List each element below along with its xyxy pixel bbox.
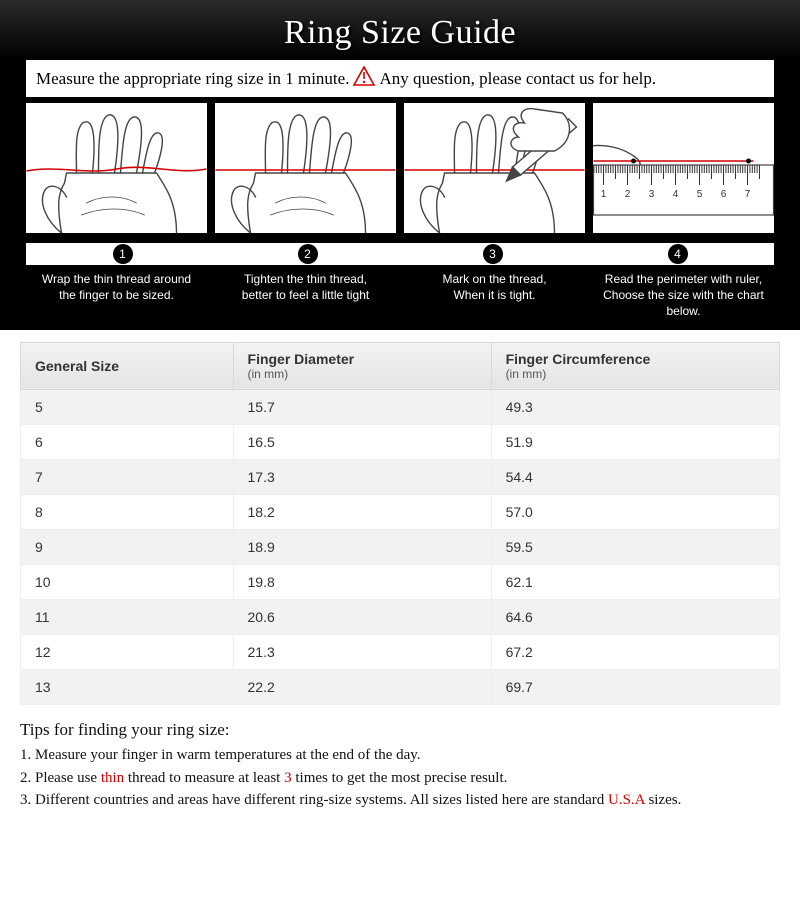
step-panel-3 [404, 103, 585, 233]
step-captions: Wrap the thin thread aroundthe finger to… [26, 271, 774, 320]
instruction-after: Any question, please contact us for help… [379, 69, 656, 89]
svg-text:6: 6 [721, 189, 727, 200]
table-cell: 11 [21, 599, 234, 634]
table-cell: 18.2 [233, 494, 491, 529]
step-number-4: 4 [668, 244, 688, 264]
table-cell: 57.0 [491, 494, 779, 529]
table-row: 1221.367.2 [21, 634, 780, 669]
step-panel-1 [26, 103, 207, 233]
table-row: 515.749.3 [21, 389, 780, 424]
step-panels: 1 2 3 4 5 6 7 [26, 103, 774, 233]
step-panel-4: 1 2 3 4 5 6 7 [593, 103, 774, 233]
table-cell: 5 [21, 389, 234, 424]
table-cell: 16.5 [233, 424, 491, 459]
table-cell: 19.8 [233, 564, 491, 599]
table-cell: 21.3 [233, 634, 491, 669]
table-cell: 8 [21, 494, 234, 529]
table-cell: 67.2 [491, 634, 779, 669]
svg-text:7: 7 [745, 189, 751, 200]
step-number-1: 1 [113, 244, 133, 264]
svg-text:3: 3 [649, 189, 655, 200]
table-cell: 6 [21, 424, 234, 459]
table-cell: 62.1 [491, 564, 779, 599]
alert-icon [353, 66, 375, 91]
table-cell: 10 [21, 564, 234, 599]
svg-text:5: 5 [697, 189, 703, 200]
table-row: 616.551.9 [21, 424, 780, 459]
svg-text:1: 1 [601, 189, 607, 200]
tips-heading: Tips for finding your ring size: [20, 717, 780, 743]
table-cell: 17.3 [233, 459, 491, 494]
svg-text:4: 4 [673, 189, 679, 200]
steps-section: Measure the appropriate ring size in 1 m… [0, 60, 800, 330]
tips-section: Tips for finding your ring size: 1. Meas… [0, 713, 800, 830]
table-cell: 64.6 [491, 599, 779, 634]
table-cell: 20.6 [233, 599, 491, 634]
table-cell: 12 [21, 634, 234, 669]
table-column-header: General Size [21, 342, 234, 389]
instruction-bar: Measure the appropriate ring size in 1 m… [26, 60, 774, 97]
step-caption-2: Tighten the thin thread,better to feel a… [215, 271, 396, 320]
page-title: Ring Size Guide [0, 14, 800, 52]
table-row: 1019.862.1 [21, 564, 780, 599]
table-cell: 69.7 [491, 669, 779, 704]
table-header-row: General SizeFinger Diameter(in mm)Finger… [21, 342, 780, 389]
table-cell: 13 [21, 669, 234, 704]
step-caption-3: Mark on the thread,When it is tight. [404, 271, 585, 320]
table-row: 717.354.4 [21, 459, 780, 494]
table-column-header: Finger Circumference(in mm) [491, 342, 779, 389]
table-cell: 54.4 [491, 459, 779, 494]
size-table: General SizeFinger Diameter(in mm)Finger… [20, 342, 780, 705]
step-number-2: 2 [298, 244, 318, 264]
table-row: 818.257.0 [21, 494, 780, 529]
step-panel-2 [215, 103, 396, 233]
tip-item: 1. Measure your finger in warm temperatu… [20, 744, 780, 767]
table-cell: 7 [21, 459, 234, 494]
tip-item: 2. Please use thin thread to measure at … [20, 767, 780, 790]
table-row: 918.959.5 [21, 529, 780, 564]
instruction-before: Measure the appropriate ring size in 1 m… [36, 69, 349, 89]
table-cell: 49.3 [491, 389, 779, 424]
step-number-bar: 1 2 3 4 [26, 243, 774, 265]
table-cell: 51.9 [491, 424, 779, 459]
table-row: 1322.269.7 [21, 669, 780, 704]
table-cell: 9 [21, 529, 234, 564]
table-cell: 15.7 [233, 389, 491, 424]
tip-item: 3. Different countries and areas have di… [20, 789, 780, 812]
table-row: 1120.664.6 [21, 599, 780, 634]
step-caption-4: Read the perimeter with ruler,Choose the… [593, 271, 774, 320]
table-cell: 22.2 [233, 669, 491, 704]
table-cell: 59.5 [491, 529, 779, 564]
table-cell: 18.9 [233, 529, 491, 564]
svg-text:2: 2 [625, 189, 631, 200]
step-caption-1: Wrap the thin thread aroundthe finger to… [26, 271, 207, 320]
step-number-3: 3 [483, 244, 503, 264]
table-column-header: Finger Diameter(in mm) [233, 342, 491, 389]
